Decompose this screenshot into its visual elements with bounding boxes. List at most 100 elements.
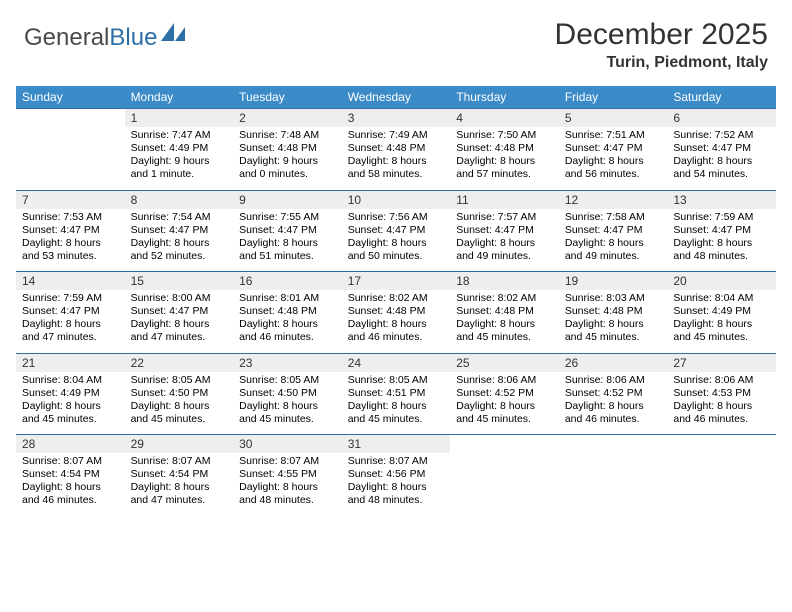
logo-text: GeneralBlue <box>24 24 157 52</box>
week-body-row: Sunrise: 8:07 AMSunset: 4:54 PMDaylight:… <box>16 453 776 516</box>
sunset-text: Sunset: 4:48 PM <box>456 305 553 318</box>
week-body-row: Sunrise: 8:04 AMSunset: 4:49 PMDaylight:… <box>16 372 776 435</box>
sunset-text: Sunset: 4:47 PM <box>22 305 119 318</box>
day-number: 18 <box>450 272 559 291</box>
day-header: Sunday <box>16 86 125 109</box>
sunrise-text: Sunrise: 7:52 AM <box>673 129 770 142</box>
sunrise-text: Sunrise: 7:55 AM <box>239 211 336 224</box>
sunset-text: Sunset: 4:49 PM <box>22 387 119 400</box>
day-body: Sunrise: 7:55 AMSunset: 4:47 PMDaylight:… <box>233 209 342 272</box>
day-body: Sunrise: 7:59 AMSunset: 4:47 PMDaylight:… <box>16 290 125 353</box>
day-body: Sunrise: 8:06 AMSunset: 4:53 PMDaylight:… <box>667 372 776 435</box>
day-number: 2 <box>233 109 342 128</box>
sunset-text: Sunset: 4:47 PM <box>565 224 662 237</box>
day-body: Sunrise: 8:07 AMSunset: 4:54 PMDaylight:… <box>125 453 234 516</box>
daylight-text: Daylight: 8 hours and 46 minutes. <box>565 400 662 426</box>
day-body: Sunrise: 8:04 AMSunset: 4:49 PMDaylight:… <box>16 372 125 435</box>
sunset-text: Sunset: 4:52 PM <box>565 387 662 400</box>
day-number <box>16 109 125 128</box>
day-number <box>450 435 559 454</box>
day-body: Sunrise: 7:59 AMSunset: 4:47 PMDaylight:… <box>667 209 776 272</box>
sunrise-text: Sunrise: 7:48 AM <box>239 129 336 142</box>
daylight-text: Daylight: 8 hours and 53 minutes. <box>22 237 119 263</box>
sunset-text: Sunset: 4:47 PM <box>131 305 228 318</box>
daylight-text: Daylight: 8 hours and 48 minutes. <box>239 481 336 507</box>
daylight-text: Daylight: 8 hours and 46 minutes. <box>673 400 770 426</box>
daylight-text: Daylight: 8 hours and 50 minutes. <box>348 237 445 263</box>
daylight-text: Daylight: 8 hours and 47 minutes. <box>22 318 119 344</box>
day-body: Sunrise: 8:01 AMSunset: 4:48 PMDaylight:… <box>233 290 342 353</box>
sunset-text: Sunset: 4:47 PM <box>348 224 445 237</box>
sunset-text: Sunset: 4:53 PM <box>673 387 770 400</box>
day-body: Sunrise: 7:47 AMSunset: 4:49 PMDaylight:… <box>125 127 234 190</box>
daylight-text: Daylight: 8 hours and 49 minutes. <box>456 237 553 263</box>
sunset-text: Sunset: 4:48 PM <box>456 142 553 155</box>
daylight-text: Daylight: 8 hours and 51 minutes. <box>239 237 336 263</box>
day-body: Sunrise: 8:05 AMSunset: 4:51 PMDaylight:… <box>342 372 451 435</box>
daylight-text: Daylight: 8 hours and 47 minutes. <box>131 318 228 344</box>
day-header: Tuesday <box>233 86 342 109</box>
day-number: 13 <box>667 190 776 209</box>
day-number: 29 <box>125 435 234 454</box>
logo: GeneralBlue <box>24 24 187 52</box>
daylight-text: Daylight: 8 hours and 45 minutes. <box>22 400 119 426</box>
sunset-text: Sunset: 4:47 PM <box>673 142 770 155</box>
day-number: 9 <box>233 190 342 209</box>
sunset-text: Sunset: 4:56 PM <box>348 468 445 481</box>
sunset-text: Sunset: 4:50 PM <box>239 387 336 400</box>
logo-text-gray: General <box>24 24 109 51</box>
sunrise-text: Sunrise: 8:06 AM <box>456 374 553 387</box>
day-number: 1 <box>125 109 234 128</box>
day-number: 16 <box>233 272 342 291</box>
day-number: 23 <box>233 353 342 372</box>
day-number: 5 <box>559 109 668 128</box>
daylight-text: Daylight: 8 hours and 47 minutes. <box>131 481 228 507</box>
sunrise-text: Sunrise: 8:00 AM <box>131 292 228 305</box>
week-number-row: 14151617181920 <box>16 272 776 291</box>
sunrise-text: Sunrise: 7:49 AM <box>348 129 445 142</box>
day-body: Sunrise: 7:51 AMSunset: 4:47 PMDaylight:… <box>559 127 668 190</box>
day-body: Sunrise: 8:02 AMSunset: 4:48 PMDaylight:… <box>342 290 451 353</box>
sunrise-text: Sunrise: 8:07 AM <box>131 455 228 468</box>
daylight-text: Daylight: 8 hours and 45 minutes. <box>565 318 662 344</box>
sunrise-text: Sunrise: 8:02 AM <box>348 292 445 305</box>
week-number-row: 21222324252627 <box>16 353 776 372</box>
day-number: 8 <box>125 190 234 209</box>
day-body: Sunrise: 7:49 AMSunset: 4:48 PMDaylight:… <box>342 127 451 190</box>
day-body: Sunrise: 8:04 AMSunset: 4:49 PMDaylight:… <box>667 290 776 353</box>
week-number-row: 78910111213 <box>16 190 776 209</box>
sunrise-text: Sunrise: 8:01 AM <box>239 292 336 305</box>
daylight-text: Daylight: 8 hours and 56 minutes. <box>565 155 662 181</box>
day-body: Sunrise: 7:57 AMSunset: 4:47 PMDaylight:… <box>450 209 559 272</box>
daylight-text: Daylight: 8 hours and 45 minutes. <box>673 318 770 344</box>
day-body: Sunrise: 7:54 AMSunset: 4:47 PMDaylight:… <box>125 209 234 272</box>
day-body: Sunrise: 8:06 AMSunset: 4:52 PMDaylight:… <box>450 372 559 435</box>
week-number-row: 123456 <box>16 109 776 128</box>
sunrise-text: Sunrise: 8:05 AM <box>348 374 445 387</box>
sunset-text: Sunset: 4:52 PM <box>456 387 553 400</box>
daylight-text: Daylight: 8 hours and 58 minutes. <box>348 155 445 181</box>
sunrise-text: Sunrise: 8:07 AM <box>239 455 336 468</box>
daylight-text: Daylight: 8 hours and 52 minutes. <box>131 237 228 263</box>
daylight-text: Daylight: 8 hours and 45 minutes. <box>456 318 553 344</box>
day-number: 21 <box>16 353 125 372</box>
sunrise-text: Sunrise: 7:59 AM <box>22 292 119 305</box>
day-number: 17 <box>342 272 451 291</box>
day-header-row: SundayMondayTuesdayWednesdayThursdayFrid… <box>16 86 776 109</box>
day-body: Sunrise: 8:07 AMSunset: 4:56 PMDaylight:… <box>342 453 451 516</box>
sunrise-text: Sunrise: 7:54 AM <box>131 211 228 224</box>
day-number: 19 <box>559 272 668 291</box>
sunrise-text: Sunrise: 7:47 AM <box>131 129 228 142</box>
location: Turin, Piedmont, Italy <box>555 54 768 72</box>
day-number: 28 <box>16 435 125 454</box>
day-number: 14 <box>16 272 125 291</box>
day-body: Sunrise: 7:52 AMSunset: 4:47 PMDaylight:… <box>667 127 776 190</box>
day-body: Sunrise: 8:02 AMSunset: 4:48 PMDaylight:… <box>450 290 559 353</box>
sunset-text: Sunset: 4:47 PM <box>239 224 336 237</box>
sunset-text: Sunset: 4:47 PM <box>456 224 553 237</box>
day-body: Sunrise: 8:03 AMSunset: 4:48 PMDaylight:… <box>559 290 668 353</box>
day-body: Sunrise: 7:48 AMSunset: 4:48 PMDaylight:… <box>233 127 342 190</box>
sunrise-text: Sunrise: 8:03 AM <box>565 292 662 305</box>
day-number: 20 <box>667 272 776 291</box>
sunset-text: Sunset: 4:48 PM <box>239 142 336 155</box>
